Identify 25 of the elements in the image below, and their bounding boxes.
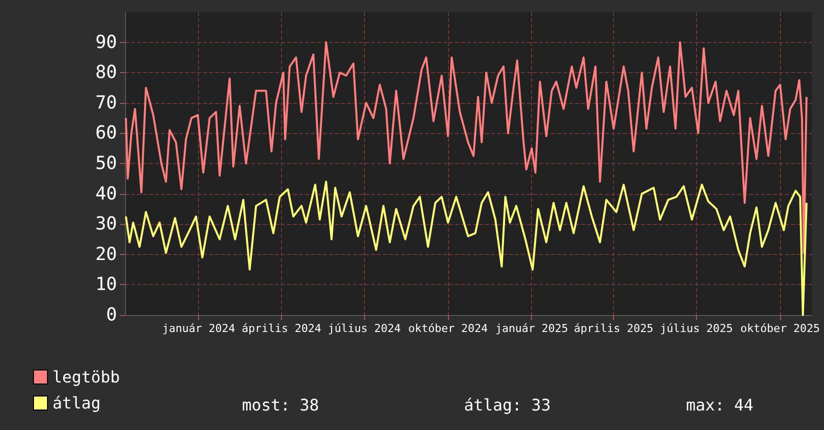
y-tick-label: 40 xyxy=(95,183,117,204)
y-tick-label: 0 xyxy=(106,304,117,326)
x-tick-label: október 2024 xyxy=(408,322,488,335)
x-tick-label: október 2025 xyxy=(740,322,820,335)
x-tick-label: január 2024 xyxy=(162,322,236,335)
y-tick-label: 50 xyxy=(95,153,117,174)
legend-label: átlag xyxy=(52,394,101,412)
x-tick-label: július 2025 xyxy=(660,322,733,335)
text: most: 38 xyxy=(242,396,320,414)
legend-label: legtöbb xyxy=(52,368,120,386)
line-series xyxy=(124,180,808,316)
text: átlag: 33 xyxy=(464,396,551,414)
line-series xyxy=(124,41,808,254)
x-tick-label: április 2025 xyxy=(574,322,654,335)
y-tick-label: 90 xyxy=(95,32,117,53)
y-tick-label: 10 xyxy=(95,274,117,296)
x-tick-label: április 2024 xyxy=(242,322,322,335)
x-tick-label: július 2024 xyxy=(328,322,402,335)
y-tick-label: 80 xyxy=(95,62,117,84)
y-tick-label: 70 xyxy=(95,92,117,114)
y-tick-label: 60 xyxy=(95,122,117,144)
text: max: 44 xyxy=(686,396,754,414)
y-tick-label: 30 xyxy=(95,214,117,235)
x-tick-label: január 2025 xyxy=(495,322,568,335)
y-tick-label: 20 xyxy=(95,244,117,265)
